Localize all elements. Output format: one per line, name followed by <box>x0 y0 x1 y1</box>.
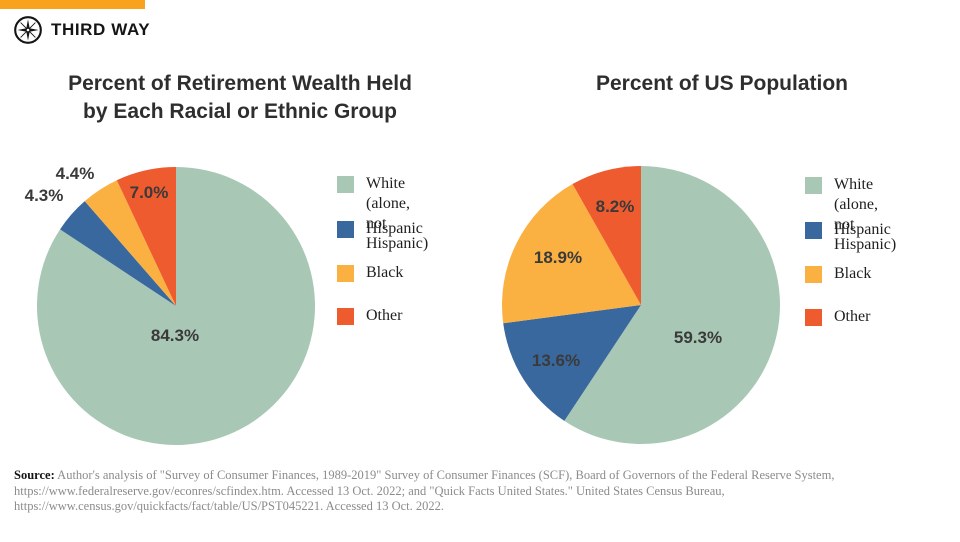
source-line-2: https://www.federalreserve.gov/econres/s… <box>14 483 725 498</box>
legend-label: Black <box>366 264 404 281</box>
pie-1-value-label: 18.9% <box>533 248 583 267</box>
legend-swatch <box>337 308 354 325</box>
pie-1-slice-hispanic <box>503 305 641 421</box>
source-prefix: Source: <box>14 468 55 482</box>
legend-label: White (alone, not Hispanic) <box>834 176 897 253</box>
legend-item: Hispanic <box>805 221 891 240</box>
pie-0-value-label: 4.4% <box>55 164 95 183</box>
pie-0-slice-white-alone-not-hispanic <box>37 167 316 445</box>
legend-item: White (alone, not Hispanic) <box>337 175 429 254</box>
legend-item: Other <box>805 308 871 327</box>
pie-0-slice-hispanic <box>60 201 177 306</box>
legend-swatch <box>805 177 822 194</box>
pie-0-slice-other <box>116 167 176 306</box>
brand-accent-bar <box>0 0 145 9</box>
left-title-line1: Percent of Retirement Wealth Held <box>68 72 412 95</box>
logo-wordmark: THIRD WAY <box>51 20 151 39</box>
legend-label: White (alone, not Hispanic) <box>366 175 429 252</box>
compass-icon <box>14 16 42 44</box>
legend-item: White (alone, not Hispanic) <box>805 176 897 255</box>
legend-swatch <box>805 309 822 326</box>
source-note: Source: Author's analysis of "Survey of … <box>14 468 944 515</box>
legend-item: Black <box>337 264 404 283</box>
legend-item: Hispanic <box>337 220 423 239</box>
legend-label: Other <box>834 308 871 325</box>
pie-1-value-label: 13.6% <box>531 351 581 370</box>
pie-1-slice-other <box>572 166 641 305</box>
third-way-logo: THIRD WAY <box>13 15 150 45</box>
pie-1-value-label: 8.2% <box>595 197 635 216</box>
source-line-1: Source: Author's analysis of "Survey of … <box>14 468 835 482</box>
legend-swatch <box>337 176 354 193</box>
left-title-line2: by Each Racial or Ethnic Group <box>83 100 397 123</box>
pie-0-value-label: 4.3% <box>24 186 64 205</box>
left-chart-title: Percent of Retirement Wealth Held by Eac… <box>10 70 470 126</box>
right-title-text: Percent of US Population <box>595 72 849 95</box>
right-chart-title: Percent of US Population <box>502 70 942 98</box>
legend-swatch <box>805 222 822 239</box>
legend-swatch <box>337 265 354 282</box>
legend-label: Hispanic <box>366 220 423 237</box>
legend-swatch <box>805 266 822 283</box>
pie-1-slice-white-alone-not-hispanic <box>564 166 780 444</box>
legend-label: Other <box>366 307 403 324</box>
legend-label: Black <box>834 265 872 282</box>
pie-1-value-label: 59.3% <box>673 328 723 347</box>
legend-item: Black <box>805 265 872 284</box>
pie-1-slice-black <box>502 184 641 324</box>
pie-0-value-label: 84.3% <box>150 326 200 345</box>
pie-0-slice-black <box>84 180 176 306</box>
legend-label: Hispanic <box>834 221 891 238</box>
legend-swatch <box>337 221 354 238</box>
source-line-3: https://www.census.gov/quickfacts/fact/t… <box>14 499 445 513</box>
legend-item: Other <box>337 307 403 326</box>
pie-0-value-label: 7.0% <box>129 183 169 202</box>
